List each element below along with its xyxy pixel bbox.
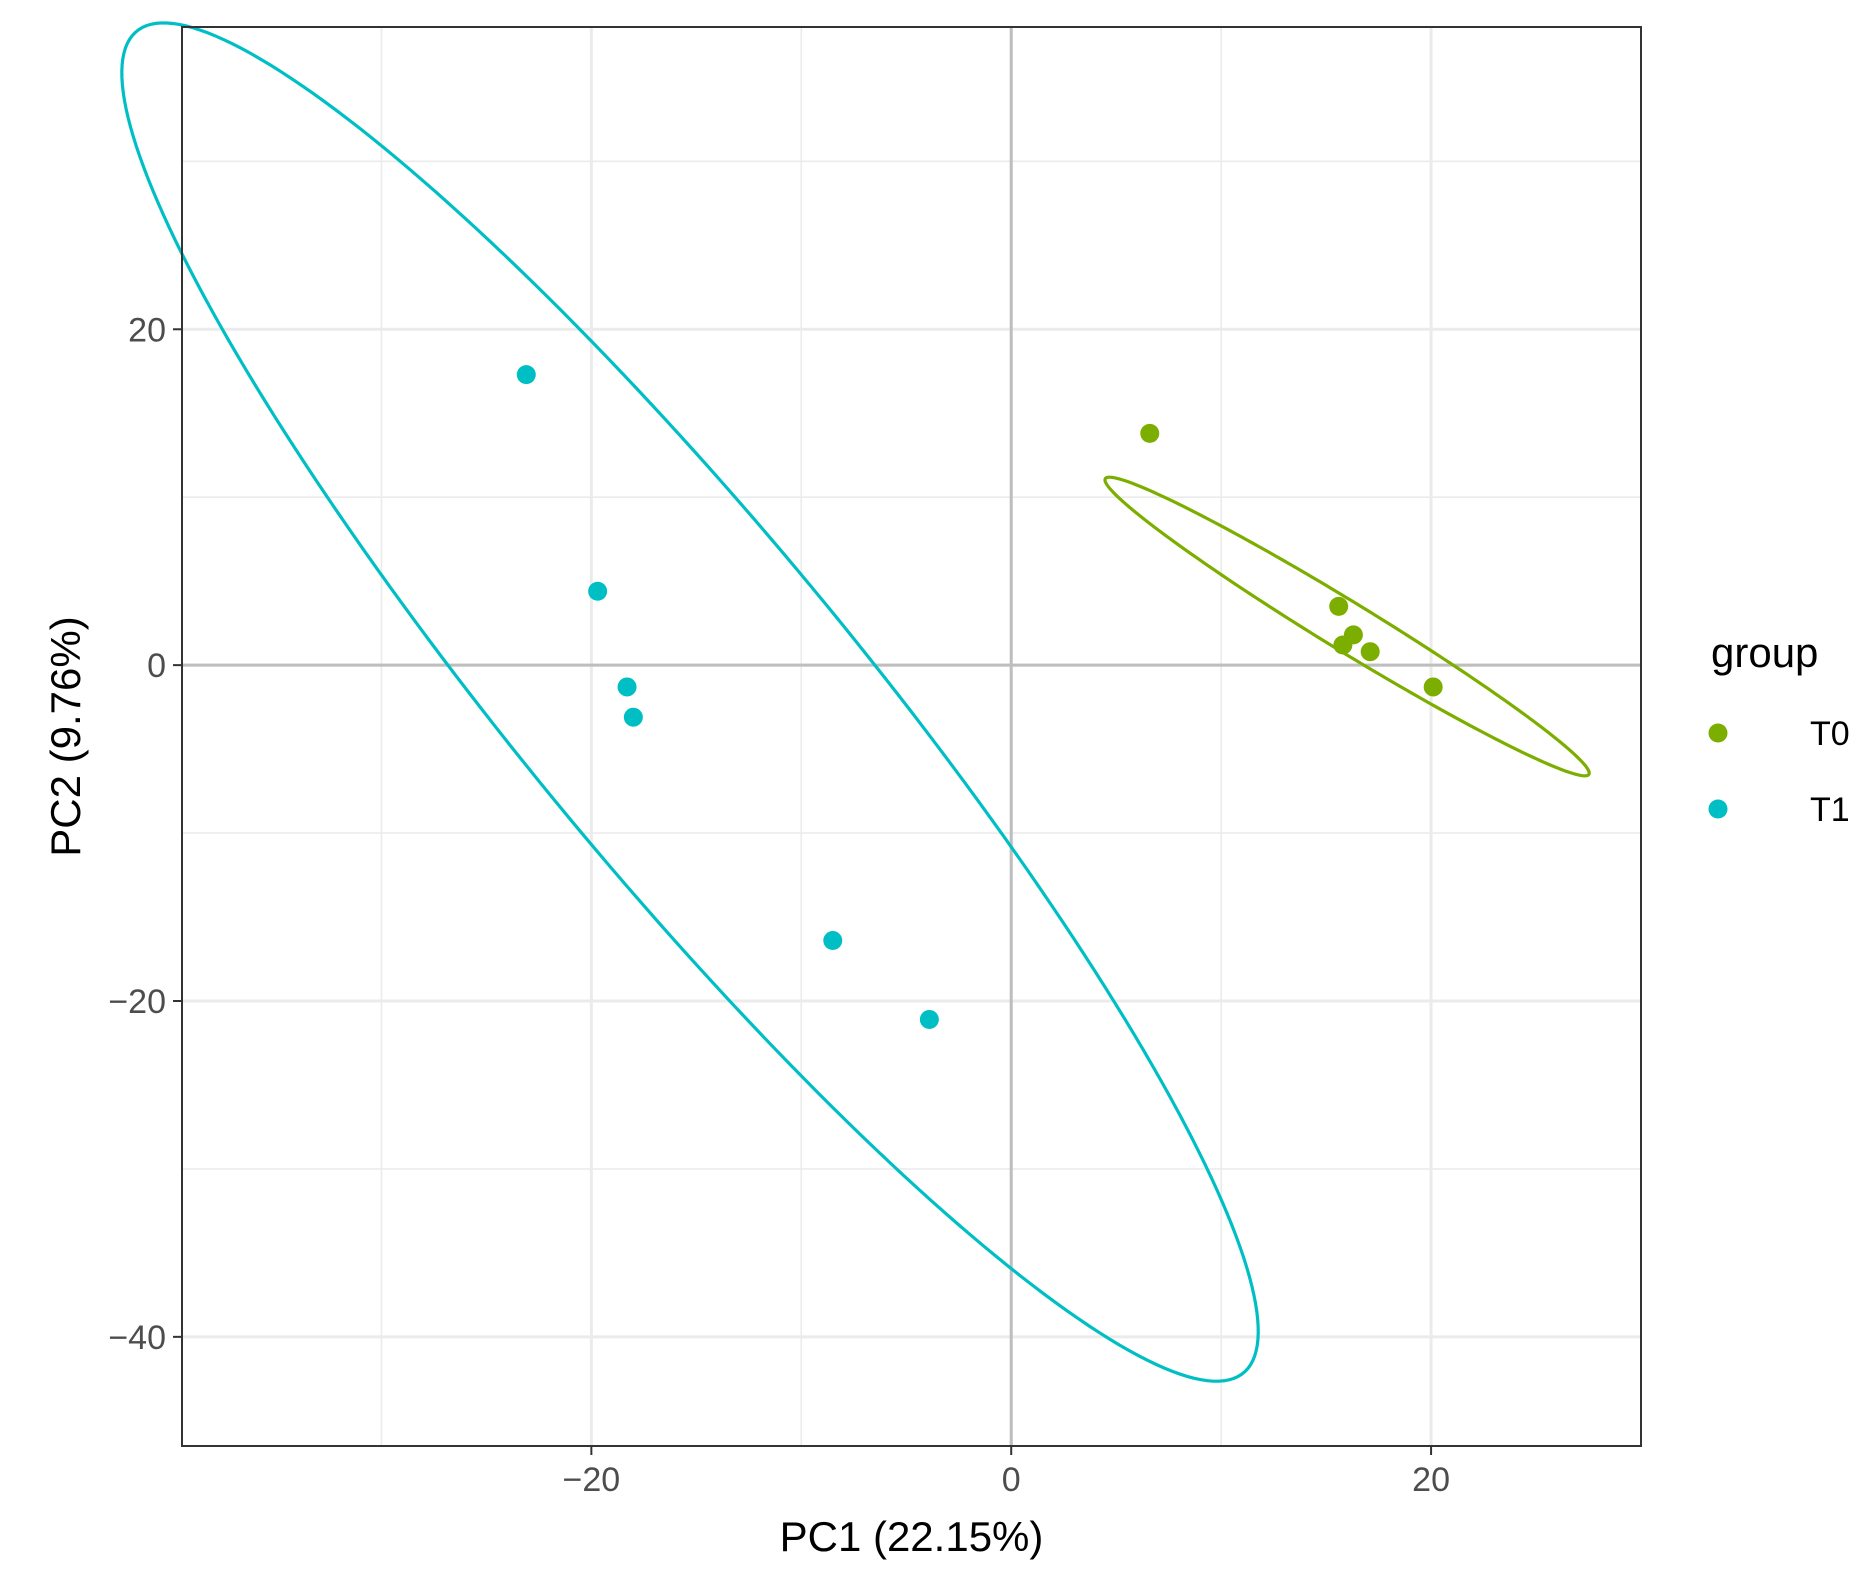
point-T1 bbox=[617, 677, 637, 697]
legend-key-T1 bbox=[1708, 799, 1728, 819]
legend-title: group bbox=[1711, 629, 1818, 676]
x-axis-title: PC1 (22.15%) bbox=[780, 1513, 1044, 1560]
point-T0 bbox=[1329, 596, 1349, 616]
zero-reference-lines bbox=[182, 27, 1641, 1446]
legend-key-T0 bbox=[1708, 723, 1728, 743]
y-axis-ticks: −40 −20 0 20 bbox=[108, 311, 182, 1357]
point-T1 bbox=[516, 365, 536, 385]
legend-label-T1: T1 bbox=[1810, 791, 1850, 829]
major-gridlines bbox=[182, 27, 1641, 1446]
point-T1 bbox=[919, 1009, 939, 1029]
point-T0 bbox=[1360, 642, 1380, 662]
legend-items: T0 T1 bbox=[1708, 715, 1850, 829]
point-T0 bbox=[1423, 677, 1443, 697]
x-axis-ticks: −20 0 20 bbox=[563, 1446, 1450, 1499]
legend-label-T0: T0 bbox=[1810, 715, 1850, 753]
y-tick-label: −40 bbox=[108, 1319, 166, 1357]
legend: group T0 T1 bbox=[1708, 629, 1850, 829]
y-tick-label: 0 bbox=[147, 647, 166, 685]
point-T0 bbox=[1140, 423, 1160, 443]
ellipse-T0 bbox=[1103, 475, 1591, 778]
point-T1 bbox=[623, 707, 643, 727]
y-axis-title: PC2 (9.76%) bbox=[42, 616, 89, 856]
group-ellipses bbox=[120, 21, 1591, 1383]
x-tick-label: −20 bbox=[563, 1461, 621, 1499]
point-T1 bbox=[823, 931, 843, 951]
y-tick-label: 20 bbox=[128, 311, 166, 349]
x-tick-label: 20 bbox=[1412, 1461, 1450, 1499]
y-tick-label: −20 bbox=[108, 983, 166, 1021]
minor-gridlines bbox=[182, 27, 1642, 1446]
x-tick-label: 0 bbox=[1002, 1461, 1021, 1499]
data-points bbox=[516, 365, 1443, 1029]
point-T1 bbox=[588, 581, 608, 601]
panel-border bbox=[181, 26, 1642, 1447]
ellipse-T1 bbox=[120, 21, 1260, 1383]
point-T0 bbox=[1333, 635, 1353, 655]
